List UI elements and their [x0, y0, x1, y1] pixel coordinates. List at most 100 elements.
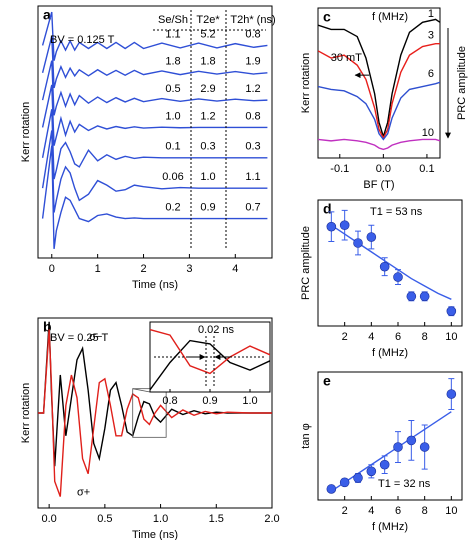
annotation: 30 mT: [331, 52, 362, 64]
data-point: [406, 291, 417, 302]
annotation: T1 = 32 ns: [378, 478, 431, 490]
table-cell: 2.9: [200, 83, 215, 95]
data-point: [406, 435, 417, 446]
x-tick-label: 0.5: [97, 513, 112, 525]
x-tick-label: 6: [395, 505, 401, 517]
table-cell: 0.7: [245, 201, 260, 213]
series-label: σ+: [77, 487, 90, 499]
table-cell: 1.2: [245, 83, 260, 95]
annotation: BV = 0.125 T: [50, 34, 115, 46]
panel-letter: c: [323, 9, 331, 25]
table-cell: 1.0: [200, 171, 215, 183]
data-point: [419, 291, 430, 302]
x-axis-label: Time (ns): [132, 529, 178, 540]
series-line: [41, 36, 268, 89]
legend-title: f (MHz): [372, 11, 408, 23]
y-axis-label: Kerr rotation: [20, 383, 32, 444]
table-cell: 1.0: [165, 110, 180, 122]
table-cell: 0.2: [165, 201, 180, 213]
x-tick-label: 6: [395, 331, 401, 343]
series-line: [41, 109, 268, 180]
x-tick-label: 4: [232, 263, 238, 275]
data-point: [446, 306, 457, 316]
series-line: [318, 81, 440, 141]
data-point: [339, 477, 350, 488]
series-line: [38, 321, 272, 467]
table-header: Se/Sh: [158, 14, 188, 26]
fit-line: [330, 224, 452, 300]
x-tick-label: 3: [186, 263, 192, 275]
x-tick-label: 4: [368, 331, 374, 343]
series-line: [41, 130, 268, 213]
data-point: [366, 232, 377, 242]
table-cell: 1.8: [165, 56, 180, 68]
series-label: 6: [428, 68, 434, 80]
data-point: [339, 220, 350, 230]
table-cell: 0.06: [162, 171, 183, 183]
zoom-box: [132, 388, 167, 438]
x-tick-label: 4: [368, 505, 374, 517]
right-axis-label: PRC amplitude: [456, 46, 468, 120]
table-cell: 1.2: [200, 110, 215, 122]
y-axis-label: tan φ: [300, 423, 312, 448]
series-line: [318, 43, 440, 140]
data-point: [446, 389, 457, 399]
x-axis-label: Time (ns): [132, 279, 178, 291]
plot-frame: [37, 5, 273, 259]
table-header: T2h* (ns): [230, 14, 275, 26]
data-point: [366, 466, 377, 477]
table-cell: 0.5: [165, 83, 180, 95]
table-header: T2e*: [196, 14, 220, 26]
panel-letter: b: [43, 319, 52, 335]
data-point: [379, 261, 390, 272]
x-tick-label: 0.0: [41, 513, 56, 525]
x-axis-label: f (MHz): [372, 347, 408, 359]
x-tick-label: 2: [140, 263, 146, 275]
inset-x-tick-label: 1.0: [242, 395, 257, 407]
series-line: [318, 18, 440, 139]
x-tick-label: 1.5: [209, 513, 224, 525]
x-tick-label: 0: [49, 263, 55, 275]
x-axis-label: BF (T): [363, 179, 394, 191]
series-line: [41, 11, 268, 61]
series-label: 3: [428, 30, 434, 42]
series-line: [38, 329, 272, 497]
data-point: [326, 221, 337, 232]
x-tick-label: 1.0: [153, 513, 168, 525]
data-point: [353, 473, 363, 483]
series-label: σ−: [89, 331, 102, 343]
zoom-link: [132, 388, 151, 393]
plot-frame: [317, 199, 463, 327]
panel-letter: e: [323, 373, 331, 389]
table-cell: 1.8: [200, 56, 215, 68]
series-line: [41, 60, 268, 116]
inset-annotation: 0.02 ns: [198, 324, 235, 336]
data-point: [353, 238, 363, 248]
x-axis-label: f (MHz): [372, 521, 408, 533]
data-point: [419, 442, 430, 452]
x-tick-label: 2: [342, 505, 348, 517]
x-tick-label: 8: [422, 505, 428, 517]
table-cell: 5.2: [200, 28, 215, 40]
data-point: [326, 484, 337, 494]
series-label: 10: [422, 127, 434, 139]
table-cell: 0.8: [245, 28, 260, 40]
annotation: BV = 0.25 T: [50, 332, 108, 344]
x-tick-label: 1: [95, 263, 101, 275]
plot-frame: [317, 371, 463, 501]
inset-x-tick-label: 0.8: [162, 395, 177, 407]
table-cell: 0.1: [165, 141, 180, 153]
y-axis-label: Kerr rotation: [20, 102, 32, 163]
fit-line: [330, 411, 452, 492]
y-axis-label: Kerr rotation: [300, 53, 312, 114]
table-cell: 0.8: [245, 110, 260, 122]
table-cell: 0.9: [200, 201, 215, 213]
series-line: [41, 145, 268, 249]
x-tick-label: -0.1: [330, 163, 349, 175]
series-label: 1: [428, 8, 434, 20]
panel-letter: a: [43, 7, 51, 23]
x-tick-label: 8: [422, 331, 428, 343]
x-tick-label: 0.1: [419, 163, 434, 175]
data-point: [393, 442, 403, 452]
x-tick-label: 10: [445, 331, 457, 343]
